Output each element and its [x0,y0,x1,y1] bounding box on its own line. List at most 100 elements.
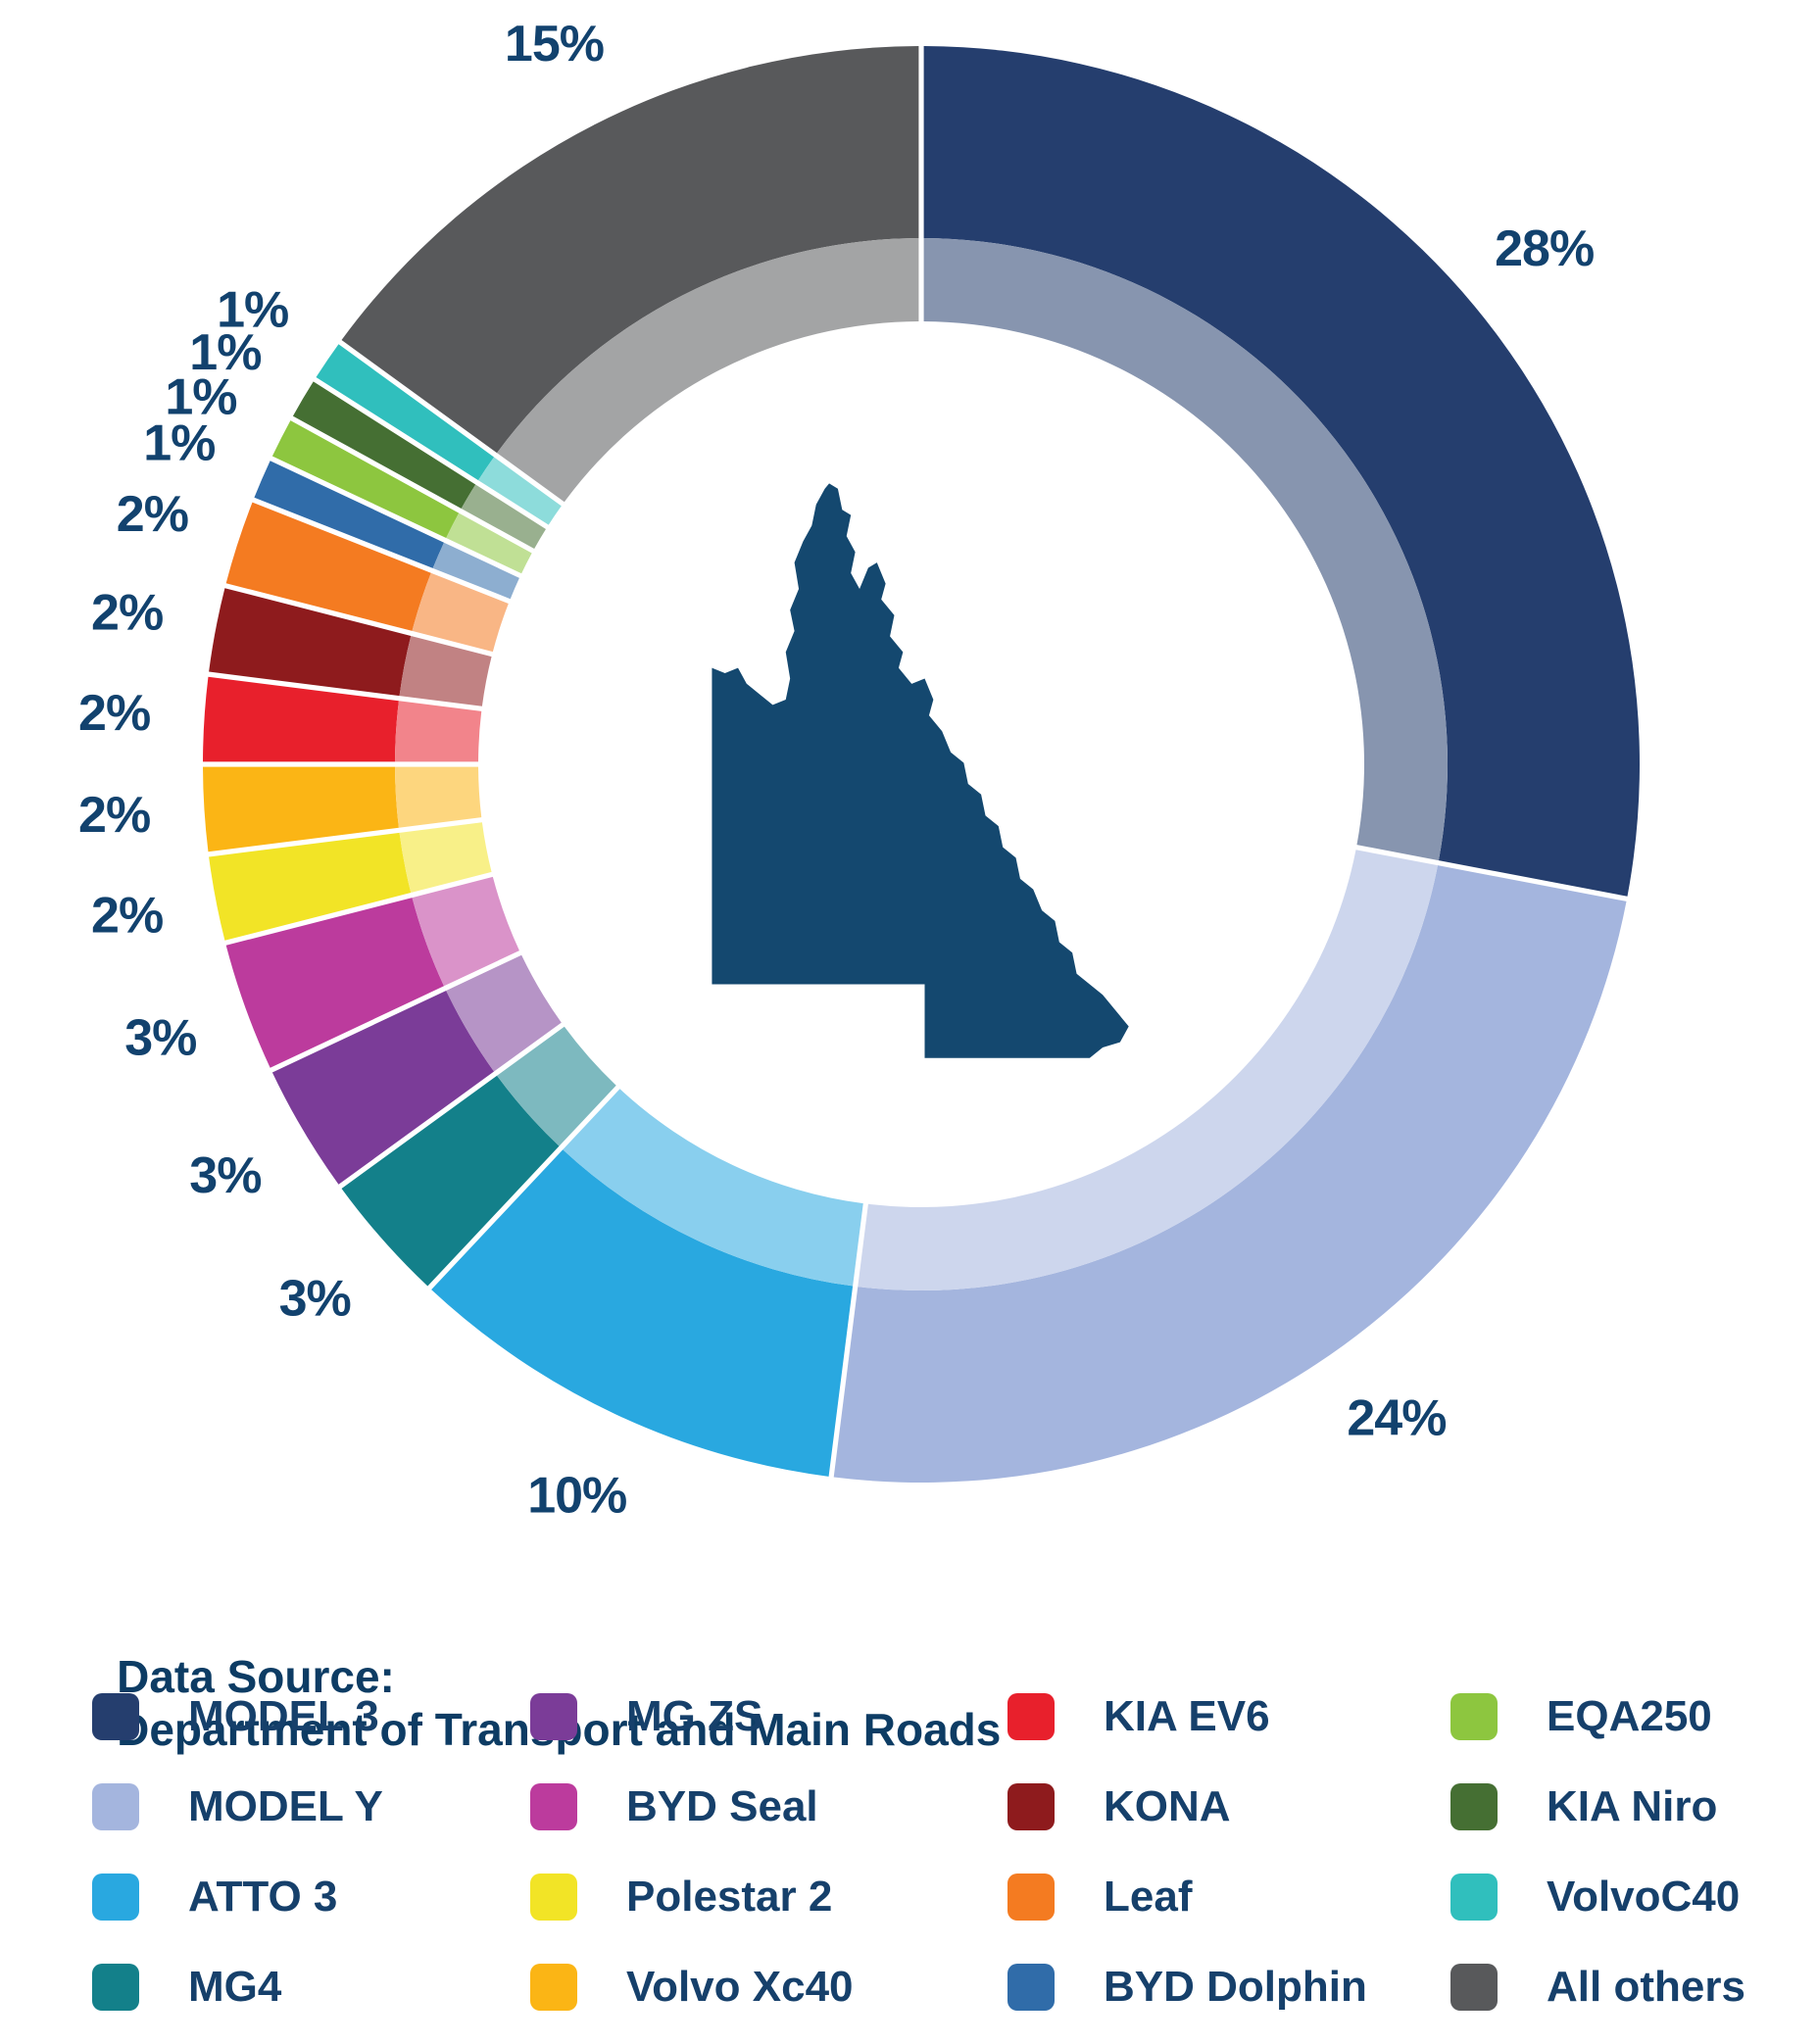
donut-segment-kia-niro [292,381,476,510]
donut-inner-segment-atto-3 [563,1089,863,1287]
legend-label-kona: KONA [1104,1782,1231,1830]
legend-item-volvo-xc40: Volvo Xc40 [530,1963,854,2011]
percent-label-atto-3: 10% [527,1467,626,1524]
donut-inner-segment-byd-seal [412,876,519,987]
legend-label-polestar-2: Polestar 2 [626,1873,833,1921]
donut-inner-segment-mg-zs [446,954,562,1072]
donut-segment-eqa250 [271,420,460,539]
data-source-value: Department of Transport and Main Roads [117,1704,1002,1755]
donut-segment-leaf [225,502,431,631]
legend-item-model-y: MODEL Y [92,1782,383,1830]
percent-label-model-3: 28% [1495,220,1594,277]
legend-swatch-polestar-2 [530,1874,577,1921]
donut-percent-labels: 28%24%10%3%3%3%2%2%2%2%2%1%1%1%1%15% [78,16,1595,1525]
donut-inner-segment-volvo-xc40 [395,766,482,828]
legend-label-kia-ev6: KIA EV6 [1104,1692,1270,1740]
donut-segment-all-others [341,46,919,454]
legend-swatch-kia-niro [1450,1783,1498,1830]
legend-swatch-mg-zs [530,1693,577,1740]
donut-inner-segment-eqa250 [446,512,532,574]
data-source-label: Data Source: [117,1651,395,1702]
donut-inner-segment-kia-niro [461,484,546,549]
legend-label-volvoc40: VolvoC40 [1547,1873,1741,1921]
legend-item-all-others: All others [1450,1963,1745,2011]
legend-label-eqa250: EQA250 [1547,1692,1712,1740]
legend-swatch-all-others [1450,1964,1498,2011]
percent-label-byd-dolphin: 1% [143,414,215,471]
legend-item-volvoc40: VolvoC40 [1450,1873,1741,1921]
donut-inner-segment-byd-dolphin [432,542,519,600]
percent-label-mg4: 3% [279,1271,351,1328]
legend-label-leaf: Leaf [1104,1873,1193,1921]
legend-item-byd-seal: BYD Seal [530,1782,818,1830]
donut-inner-segment-mg4 [497,1026,616,1146]
percent-label-eqa250: 1% [165,368,236,425]
donut-inner-segment-model-y [858,850,1438,1290]
legend-label-mg-zs: MG ZS [626,1692,763,1740]
legend-swatch-byd-seal [530,1783,577,1830]
queensland-map-silhouette [712,483,1129,1058]
percent-label-volvo-xc40: 2% [78,787,150,844]
legend-swatch-volvo-xc40 [530,1964,577,2011]
legend-swatch-leaf [1007,1874,1055,1921]
legend-item-mg4: MG4 [92,1963,281,2011]
donut-segment-mg4 [341,1075,560,1287]
percent-label-kia-niro: 1% [189,324,261,381]
legend-swatch-kia-ev6 [1007,1693,1055,1740]
legend-item-byd-dolphin: BYD Dolphin [1007,1963,1367,2011]
donut-segment-byd-seal [225,898,445,1068]
data-source-note: Data Source: Department of Transport and… [67,1597,1001,1809]
percent-label-mg-zs: 3% [189,1147,261,1204]
legend-swatch-model-y [92,1783,139,1830]
legend-label-model-3: MODEL 3 [188,1692,379,1740]
donut-segment-kona [209,588,412,697]
legend-item-leaf: Leaf [1007,1873,1193,1921]
legend-label-atto-3: ATTO 3 [188,1873,338,1921]
donut-inner-segment-kia-ev6 [395,701,482,762]
donut-segment-model-y [833,865,1627,1483]
legend-swatch-volvoc40 [1450,1874,1498,1921]
legend-item-mg-zs: MG ZS [530,1692,763,1740]
percent-label-byd-seal: 3% [124,1009,196,1066]
donut-inner-segment-leaf [412,572,509,653]
legend-label-kia-niro: KIA Niro [1547,1782,1718,1830]
percent-label-kona: 2% [91,584,163,641]
donut-inner-segment-volvoc40 [477,457,562,525]
donut-inner-muted-ring [395,238,1448,1290]
percent-label-kia-ev6: 2% [78,685,150,742]
donut-segment-model-3 [923,46,1641,897]
legend-item-kona: KONA [1007,1782,1231,1830]
legend-item-model-3: MODEL 3 [92,1692,379,1740]
donut-inner-segment-kona [399,635,492,706]
legend-label-volvo-xc40: Volvo Xc40 [626,1963,854,2011]
percent-label-model-y: 24% [1347,1389,1446,1446]
legend-swatch-atto-3 [92,1874,139,1921]
legend-label-model-y: MODEL Y [188,1782,383,1830]
percent-label-all-others: 15% [505,16,604,73]
donut-inner-segment-polestar-2 [399,822,492,894]
percent-label-leaf: 2% [117,486,188,543]
percent-label-polestar-2: 2% [91,888,163,945]
legend-swatch-model-3 [92,1693,139,1740]
legend-item-eqa250: EQA250 [1450,1692,1712,1740]
donut-outer-ring [203,46,1641,1483]
donut-inner-segment-all-others [497,238,919,503]
legend-label-all-others: All others [1547,1963,1745,2011]
donut-segment-polestar-2 [209,832,412,941]
donut-segment-volvoc40 [316,344,495,481]
legend-swatch-kona [1007,1783,1055,1830]
legend-item-kia-ev6: KIA EV6 [1007,1692,1270,1740]
legend-label-byd-seal: BYD Seal [626,1782,818,1830]
donut-segment-volvo-xc40 [203,766,399,852]
legend-item-polestar-2: Polestar 2 [530,1873,833,1921]
donut-segment-byd-dolphin [254,461,445,568]
legend-swatch-eqa250 [1450,1693,1498,1740]
legend-item-atto-3: ATTO 3 [92,1873,338,1921]
donut-inner-segment-model-3 [923,238,1448,861]
legend-item-kia-niro: KIA Niro [1450,1782,1718,1830]
percent-label-volvoc40: 1% [217,281,288,338]
donut-segment-atto-3 [431,1149,854,1477]
